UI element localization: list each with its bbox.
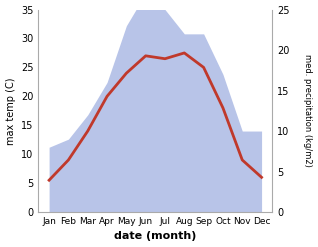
Y-axis label: med. precipitation (kg/m2): med. precipitation (kg/m2) [303, 54, 313, 167]
X-axis label: date (month): date (month) [114, 231, 197, 242]
Y-axis label: max temp (C): max temp (C) [5, 77, 16, 144]
